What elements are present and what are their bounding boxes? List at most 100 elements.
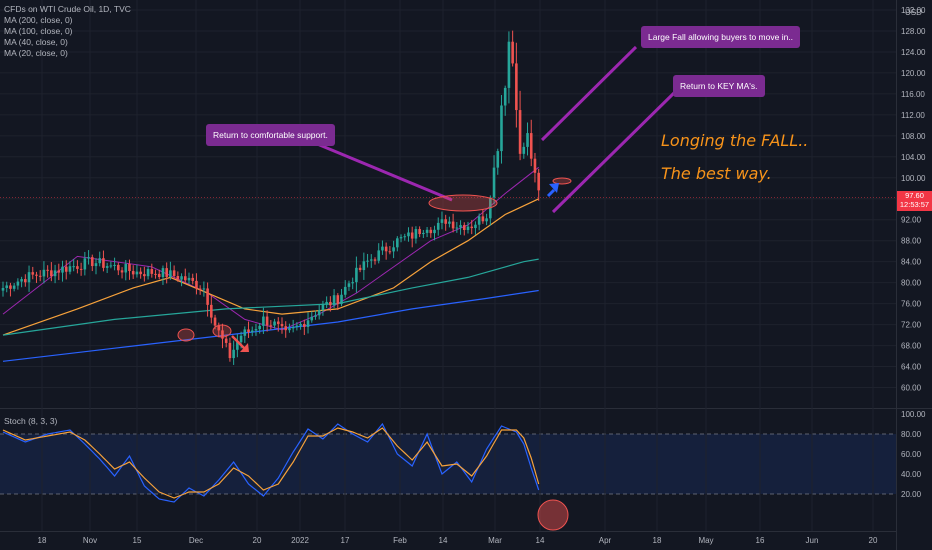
candle-down — [388, 251, 392, 253]
candle-up — [399, 237, 403, 239]
symbol-title[interactable]: CFDs on WTI Crude Oil, 1D, TVC — [4, 4, 131, 14]
fall-callout-pointer — [540, 45, 638, 142]
candle-up — [343, 286, 347, 295]
candle-down — [102, 258, 105, 268]
candle-down — [265, 316, 269, 326]
candle-up — [433, 229, 436, 234]
candle-up — [5, 285, 9, 289]
candle-up — [306, 320, 310, 327]
candle-up — [273, 321, 276, 326]
candle-up — [377, 250, 381, 261]
target-ellipse[interactable] — [552, 177, 572, 185]
candle-up — [1, 288, 5, 291]
candle-down — [90, 257, 94, 267]
ma-line-0 — [2, 166, 540, 331]
support-callout[interactable]: Return to comfortable support. — [206, 124, 335, 146]
candle-down — [191, 277, 195, 281]
legend-ma200[interactable]: MA (200, close, 0) — [4, 15, 73, 25]
candle-up — [124, 263, 128, 273]
price-axis: 132.00 128.00 124.00 120.00 116.00 112.00 108.… — [0, 6, 926, 393]
candle-down — [336, 295, 340, 305]
candle-down — [213, 317, 217, 326]
stoch-oversold-circle[interactable] — [537, 499, 569, 531]
price-tick-label: 108.00 — [901, 132, 926, 141]
candle-up — [526, 133, 529, 147]
time-tick-label: Nov — [83, 536, 97, 545]
candle-down — [247, 329, 250, 333]
candle-down — [276, 321, 280, 324]
stoch-band-fill — [0, 434, 896, 494]
candle-down — [221, 330, 224, 339]
candle-down — [143, 274, 146, 277]
candle-up — [105, 266, 109, 268]
candle-up — [146, 269, 150, 277]
candle-up — [448, 221, 451, 224]
candle-up — [180, 276, 183, 280]
time-tick-label: May — [698, 536, 713, 545]
price-tick-label: 116.00 — [901, 90, 925, 99]
candle-up — [332, 295, 336, 306]
stoch-band: 100.00 80.00 60.00 40.00 20.00 — [0, 410, 926, 499]
legend-ma100[interactable]: MA (100, close, 0) — [4, 26, 73, 36]
candle-up — [407, 232, 410, 237]
candle-up — [314, 315, 317, 317]
dip-ellipse-1[interactable] — [177, 328, 195, 342]
candle-up — [288, 328, 291, 331]
headline-text[interactable]: Longing the FALL.. — [661, 131, 809, 150]
fall-callout[interactable]: Large Fall allowing buyers to move in.. — [641, 26, 801, 48]
subheadline-text[interactable]: The best way. — [661, 164, 772, 183]
drawings[interactable] — [0, 45, 896, 531]
chart-legend: CFDs on WTI Crude Oil, 1D, TVC MA (200, … — [4, 4, 131, 59]
candle-up — [27, 272, 31, 283]
candle-up — [369, 259, 373, 261]
time-tick-label: 20 — [253, 536, 262, 545]
price-tick-label: 92.00 — [901, 216, 922, 225]
candle-down — [117, 264, 120, 271]
time-tick-label: 18 — [653, 536, 662, 545]
candle-down — [269, 325, 273, 327]
time-tick-label: 14 — [439, 536, 448, 545]
candle-up — [161, 268, 165, 278]
ma-callout[interactable]: Return to KEY MA's. — [673, 75, 765, 97]
dip-ellipse-2[interactable] — [212, 324, 232, 338]
candle-up — [291, 326, 295, 329]
stoch-legend[interactable]: Stoch (8, 3, 3) — [4, 416, 58, 426]
price-tick-label: 104.00 — [901, 153, 926, 162]
candle-down — [410, 232, 414, 239]
candle-down — [210, 304, 213, 318]
time-tick-label: 18 — [38, 536, 47, 545]
candle-up — [340, 294, 343, 305]
candle-down — [515, 63, 518, 111]
time-tick-label: 17 — [341, 536, 350, 545]
up-arrow-icon — [549, 183, 559, 193]
candle-up — [485, 218, 488, 222]
candle-up — [262, 316, 265, 326]
legend-ma40[interactable]: MA (40, close, 0) — [4, 37, 68, 47]
candle-down — [217, 325, 221, 331]
candle-down — [165, 268, 168, 277]
candle-up — [236, 342, 239, 350]
legend-ma20[interactable]: MA (20, close, 0) — [4, 48, 68, 58]
candle-down — [79, 268, 83, 270]
price-tick-label: 100.00 — [901, 174, 926, 183]
support-zone-ellipse[interactable] — [428, 194, 498, 212]
candle-up — [496, 151, 500, 168]
candle-up — [459, 225, 462, 228]
bar-countdown: 12:53:57 — [899, 200, 930, 209]
candle-up — [522, 146, 526, 154]
candle-up — [492, 167, 496, 198]
candle-up — [53, 270, 57, 277]
candle-up — [94, 263, 98, 267]
candle-up — [169, 270, 172, 277]
candle-up — [243, 329, 247, 336]
candle-up — [500, 105, 503, 152]
up-arrow-shaft — [546, 188, 556, 198]
candle-up — [254, 329, 258, 331]
candle-up — [321, 304, 325, 311]
candle-up — [392, 247, 395, 252]
candle-up — [20, 279, 23, 282]
candle-down — [384, 246, 388, 252]
price-tick-label: 84.00 — [901, 258, 922, 267]
candle-up — [396, 238, 399, 248]
candle-down — [157, 273, 161, 278]
